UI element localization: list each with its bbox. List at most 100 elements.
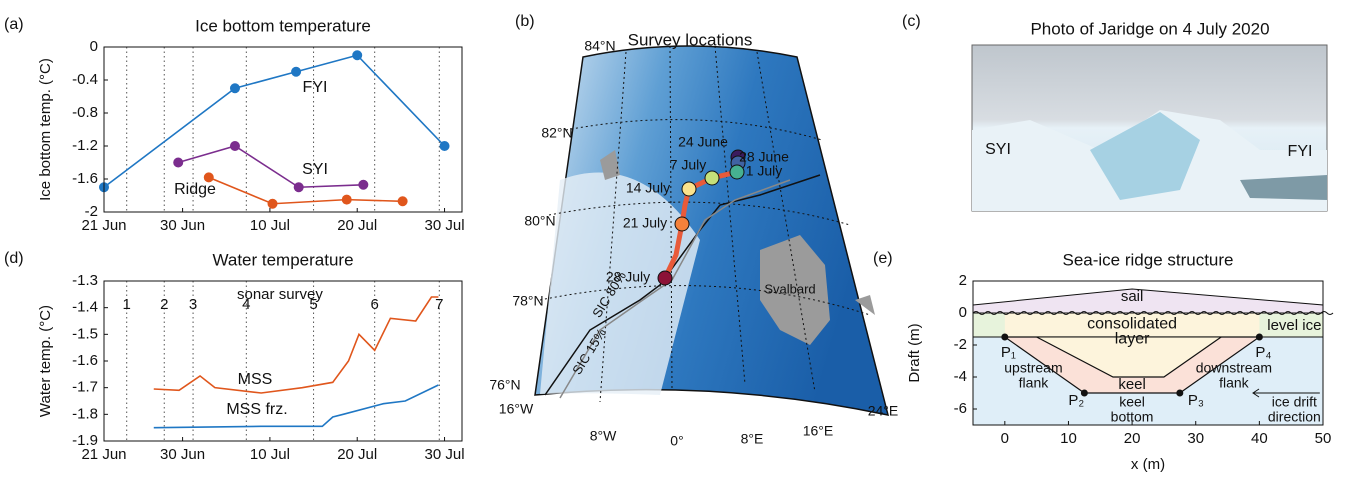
- y-tick-label: -1.9: [72, 432, 98, 449]
- x-tick-label: 30: [1187, 430, 1204, 447]
- station-marker: [682, 182, 696, 196]
- x-axis-label: x (m): [1131, 456, 1165, 473]
- latitude-label: 82°N: [541, 125, 572, 141]
- y-tick-label: -1.8: [72, 405, 98, 422]
- longitude-label: 16°E: [803, 423, 834, 439]
- point-label: P₂: [1068, 392, 1084, 409]
- region-label: upstream: [1004, 360, 1062, 376]
- region-label: flank: [1219, 375, 1250, 391]
- survey-number: 3: [189, 296, 197, 313]
- y-axis-label: Draft (m): [906, 323, 923, 382]
- panel-label: (e): [873, 250, 893, 267]
- region-label: direction: [1268, 408, 1321, 424]
- point-label: P₄: [1255, 344, 1271, 361]
- y-tick-label: -1.3: [72, 272, 98, 289]
- survey-number: 1: [123, 296, 131, 313]
- region-label: keel: [1118, 376, 1146, 393]
- y-axis-label: Ice bottom temp. (°C): [37, 58, 54, 201]
- y-tick-label: -6: [954, 400, 967, 417]
- longitude-label: 16°W: [499, 401, 534, 417]
- series-label: SYI: [302, 161, 328, 178]
- x-tick-label: 10 Jul: [250, 217, 290, 234]
- region-label: downstream: [1196, 360, 1272, 376]
- series-line: [154, 385, 439, 428]
- series-marker: [173, 158, 183, 168]
- station-label: 7 July: [670, 157, 707, 173]
- longitude-label: 0°: [670, 433, 683, 449]
- series-label: MSS: [238, 371, 273, 388]
- latitude-label: 76°N: [489, 377, 520, 393]
- series-marker: [352, 50, 362, 60]
- region-label: level ice: [1267, 317, 1321, 334]
- latitude-label: 80°N: [524, 213, 555, 229]
- latitude-label: 78°N: [512, 293, 543, 309]
- region-label: sail: [1121, 288, 1144, 305]
- map-title: Survey locations: [628, 30, 753, 49]
- x-tick-label: 30 Jul: [425, 217, 465, 234]
- survey-number: 2: [160, 296, 168, 313]
- y-tick-label: -2: [954, 336, 967, 353]
- x-tick-label: 0: [1001, 430, 1009, 447]
- station-label: 24 June: [678, 134, 728, 150]
- survey-number: 6: [371, 296, 379, 313]
- point-label: P₁: [1001, 344, 1016, 361]
- point-label: P₃: [1188, 392, 1204, 409]
- x-tick-label: 30 Jun: [160, 446, 205, 463]
- station-label: 21 July: [623, 215, 667, 231]
- series-marker: [440, 141, 450, 151]
- photo-label: SYI: [985, 141, 1011, 158]
- survey-label: sonar survey: [237, 286, 323, 303]
- photo-title: Photo of Jaridge on 4 July 2020: [1030, 19, 1269, 38]
- axes-frame: [104, 47, 462, 212]
- ridge-point: [1001, 334, 1008, 341]
- y-tick-label: -1.4: [72, 299, 98, 316]
- series-marker: [342, 195, 352, 205]
- series-marker: [230, 83, 240, 93]
- panel-label: (d): [4, 250, 24, 267]
- x-tick-label: 20: [1124, 430, 1141, 447]
- station-label: 14 July: [626, 180, 670, 196]
- station-marker: [658, 271, 672, 285]
- chart-title: Ice bottom temperature: [195, 16, 371, 35]
- y-tick-label: 0: [90, 38, 98, 55]
- ridge-point: [1176, 390, 1183, 397]
- level-ice-left: [973, 313, 1005, 337]
- x-tick-label: 30 Jul: [425, 446, 465, 463]
- series-label: FYI: [303, 79, 328, 96]
- y-tick-label: 0: [959, 304, 967, 321]
- x-tick-label: 10: [1060, 430, 1077, 447]
- sail: [973, 289, 1323, 313]
- y-tick-label: -0.4: [72, 71, 98, 88]
- series-marker: [398, 196, 408, 206]
- chart-title: Water temperature: [212, 250, 353, 269]
- series-marker: [358, 180, 368, 190]
- panel-label: (b): [515, 13, 535, 30]
- y-tick-label: -1.2: [72, 137, 98, 154]
- series-marker: [230, 141, 240, 151]
- station-marker: [675, 217, 689, 231]
- y-tick-label: -4: [954, 368, 967, 385]
- series-line: [209, 177, 403, 203]
- y-tick-label: -1.7: [72, 379, 98, 396]
- station-marker: [705, 171, 719, 185]
- photo-label: FYI: [1288, 143, 1313, 160]
- region-label: ice drift: [1272, 393, 1317, 409]
- region-label: flank: [1019, 375, 1050, 391]
- x-tick-label: 10 Jul: [250, 446, 290, 463]
- y-tick-label: -1.6: [72, 170, 98, 187]
- station-marker: [730, 165, 744, 179]
- y-axis-label: Water temp. (°C): [37, 305, 54, 417]
- longitude-label: 8°W: [590, 428, 617, 444]
- land-label: Svalbard: [764, 281, 815, 296]
- ridge-point: [1256, 334, 1263, 341]
- panel-label: (a): [4, 16, 24, 33]
- series-marker: [294, 182, 304, 192]
- series-label: Ridge: [174, 181, 216, 198]
- y-tick-label: -1.5: [72, 325, 98, 342]
- x-tick-label: 20 Jul: [337, 446, 377, 463]
- y-tick-label: -0.8: [72, 104, 98, 121]
- region-label: layer: [1115, 330, 1150, 347]
- chart-title: Sea-ice ridge structure: [1062, 250, 1233, 269]
- longitude-label: 24°E: [868, 403, 899, 419]
- station-label: 1 July: [746, 163, 783, 179]
